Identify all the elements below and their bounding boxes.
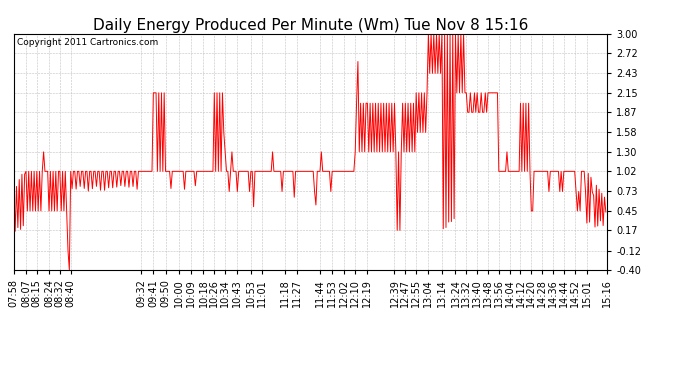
Text: Copyright 2011 Cartronics.com: Copyright 2011 Cartronics.com <box>17 39 158 48</box>
Title: Daily Energy Produced Per Minute (Wm) Tue Nov 8 15:16: Daily Energy Produced Per Minute (Wm) Tu… <box>93 18 528 33</box>
